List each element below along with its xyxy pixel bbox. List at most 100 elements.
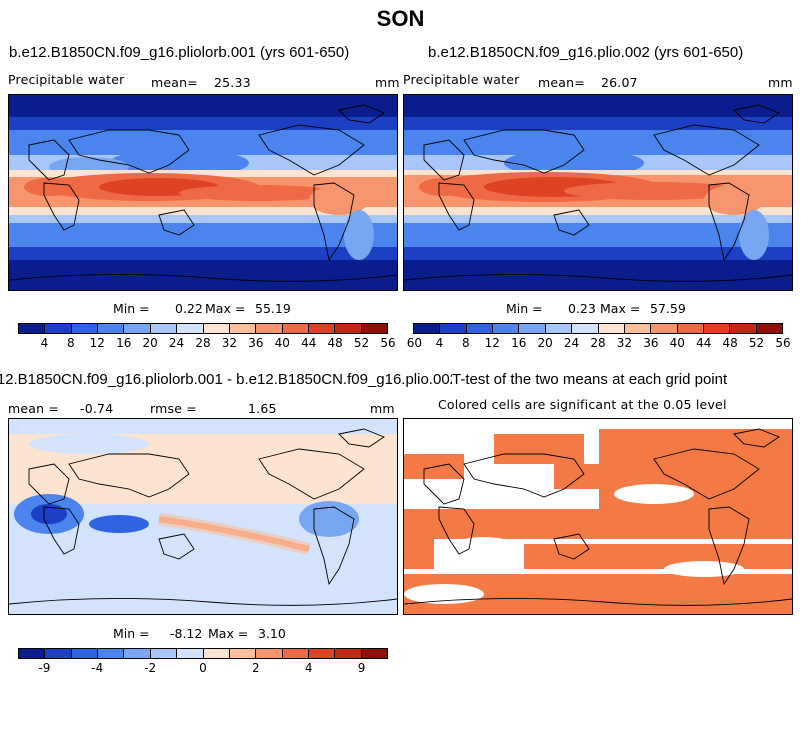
panel1-max-value: 55.19 [255,301,291,316]
panel2-coastlines [404,104,792,282]
panel2-amazon-moist [704,185,764,215]
panel3-units: mm [370,401,395,416]
panel3-mean-label: mean = [8,401,60,416]
colorbar-swatch [229,649,257,658]
panel1-mean-value: 25.33 [214,75,251,90]
colorbar-swatch [150,324,178,333]
colorbar-swatch [335,324,362,333]
colorbar-swatch [177,649,204,658]
colorbar-swatch [256,324,283,333]
colorbar-tick-label: 28 [195,336,211,350]
panel1-title: b.e12.B1850CN.f09_g16.pliolorb.001 (yrs … [9,44,350,61]
colorbar-swatch [730,324,757,333]
colorbar-swatch [756,324,783,333]
colorbar-tick-label: 48 [327,336,343,350]
panel4-subtitle: Colored cells are significant at the 0.0… [438,397,727,412]
panel2-map [403,94,793,291]
colorbar-tick-label: 60 [406,336,423,350]
colorbar-swatch [519,324,546,333]
colorbar-difference: -9 -4 -2 0 2 4 9 [18,648,388,675]
colorbar-tick-label: 4 [40,336,49,350]
colorbar-swatch [229,324,257,333]
colorbar-tick-label: 44 [301,336,317,350]
panel3-indian-negative [89,515,149,533]
panel2-pacific-itcz [564,182,744,200]
panel1-andes-dry [344,210,374,260]
colorbar-tick-label: 52 [748,336,765,350]
colorbar-swatch [361,649,388,658]
colorbar-swatch [124,649,151,658]
panel4-title: T-test of the two means at each grid poi… [452,371,728,388]
colorbar-swatch [414,324,441,333]
panel2-andes-dry [739,210,769,260]
colorbar-tick-label: 52 [353,336,370,350]
colorbar-swatch [545,324,573,333]
panel1-map [8,94,398,291]
colorbar-swatch [572,324,599,333]
colorbar-tick-label: 8 [67,336,75,350]
colorbar-absolute-left: 4 8 12 16 20 24 28 32 36 40 44 48 52 56 60 [18,323,422,350]
panel1-min-label: Min = [113,301,150,316]
colorbar-tick-label: 56 [775,336,791,350]
panel1-min-value: 0.22 [175,301,203,316]
panel3-title-clip: b.e12.B1850CN.f09_g16.pliolorb.001 - b.e… [0,371,452,391]
panel1-antarctic-band [9,260,397,290]
colorbar-tick-label: 16 [116,336,132,350]
colorbar-absolute-right-swatches [413,323,783,334]
colorbar-swatch [98,324,125,333]
colorbar-tick-label: 56 [380,336,396,350]
colorbar-tick-label: 0 [199,661,207,675]
panel2-min-label: Min = [506,301,543,316]
colorbar-tick-label: 4 [435,336,444,350]
panel1-coastlines [9,104,397,282]
panel4-map-svg [404,419,792,614]
colorbar-tick-label: 12 [89,336,105,350]
colorbar-swatch [203,324,230,333]
colorbar-tick-label: 4 [304,661,313,675]
colorbar-swatch [282,324,309,333]
colorbar-swatch [308,324,336,333]
colorbar-swatch [440,324,467,333]
panel1-mean-label: mean= [151,75,198,90]
colorbar-tick-label: 24 [168,336,185,350]
colorbar-tick-label: 24 [563,336,580,350]
panel2-antarctic-band [404,260,792,290]
panel3-min-label: Min = [113,626,150,641]
colorbar-swatch [203,649,230,658]
colorbar-swatch [282,649,309,658]
panel4-coastlines [404,428,792,606]
panel1-pacific-itcz [179,185,339,201]
colorbar-swatch [256,649,283,658]
panel3-min-value: -8.12 [170,626,203,641]
colorbar-swatch [624,324,652,333]
panel3-title: b.e12.B1850CN.f09_g16.pliolorb.001 - b.e… [0,371,452,388]
panel1-amazon-moist [309,185,369,215]
panel1-africa-moist [24,178,74,196]
panel1-units: mm [375,75,400,90]
season-title: SON [376,6,425,31]
colorbar-swatch [124,324,151,333]
colorbar-swatch [361,324,388,333]
panel3-rmse-label: rmse = [150,401,197,416]
panel2-mean-label: mean= [538,75,585,90]
panel1-max-label: Max = [205,301,246,316]
colorbar-tick-label: 2 [252,661,260,675]
panel2-max-label: Max = [600,301,641,316]
panel4-map [403,418,793,615]
panel2-variable-label: Precipitable water [403,72,520,87]
colorbar-swatch [177,324,204,333]
panel2-arctic-band [404,95,792,117]
panel1-variable-label: Precipitable water [8,72,125,87]
colorbar-swatch [19,324,46,333]
colorbar-tick-label: 32 [616,336,633,350]
colorbar-swatch [466,324,494,333]
colorbar-tick-label: 20 [537,336,553,350]
panel4-significant-cells [404,429,792,614]
colorbar-swatch [677,324,704,333]
colorbar-swatch [308,649,336,658]
colorbar-absolute-left-ticks: 4 8 12 16 20 24 28 32 36 40 44 48 52 56 60 [18,334,422,350]
colorbar-swatch [150,649,178,658]
colorbar-tick-label: 9 [357,661,366,675]
